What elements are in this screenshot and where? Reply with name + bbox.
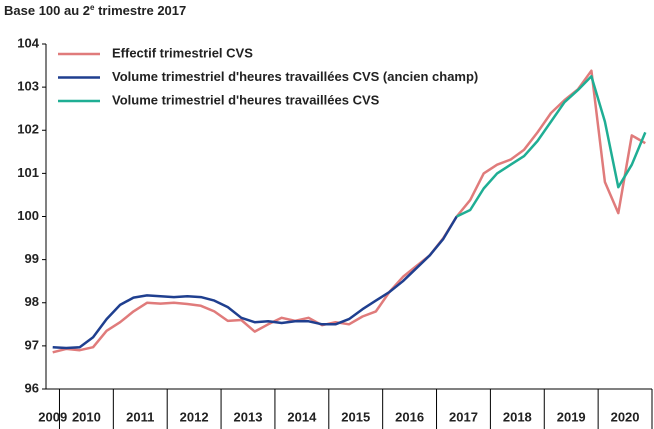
y-tick-label: 96	[25, 380, 39, 395]
x-tick-label: 2013	[234, 409, 263, 424]
series-line	[456, 75, 647, 218]
x-tick-label: 2017	[449, 409, 478, 424]
y-tick-label: 100	[17, 208, 39, 223]
series-line	[52, 215, 458, 350]
y-tick-label: 98	[25, 294, 39, 309]
title-sup: e	[90, 3, 95, 12]
series-line	[52, 69, 646, 354]
x-tick-label: 2012	[180, 409, 209, 424]
chart-title: Base 100 au 2e trimestre 2017	[4, 3, 186, 18]
x-tick-label: 2009	[38, 409, 67, 424]
x-tick-label: 2014	[287, 409, 317, 424]
y-tick-label: 97	[25, 337, 39, 352]
y-tick-label: 102	[17, 122, 39, 137]
title-text: Base 100 au 2	[4, 3, 90, 18]
x-tick-label: 2015	[341, 409, 370, 424]
legend-label: Effectif trimestriel CVS	[112, 45, 253, 60]
x-tick-label: 2020	[611, 409, 640, 424]
x-tick-label: 2011	[126, 409, 154, 424]
x-tick-label: 2018	[503, 409, 532, 424]
title-text: trimestre 2017	[94, 3, 186, 18]
x-tick-label: 2016	[395, 409, 424, 424]
x-tick-label: 2019	[557, 409, 586, 424]
y-tick-label: 103	[17, 79, 39, 94]
x-tick-label: 2010	[72, 409, 101, 424]
legend-label: Volume trimestriel d'heures travaillées …	[112, 92, 380, 107]
legend-label: Volume trimestriel d'heures travaillées …	[112, 69, 478, 84]
y-tick-label: 99	[25, 251, 39, 266]
y-tick-label: 101	[17, 165, 39, 180]
y-tick-label: 104	[17, 35, 39, 50]
